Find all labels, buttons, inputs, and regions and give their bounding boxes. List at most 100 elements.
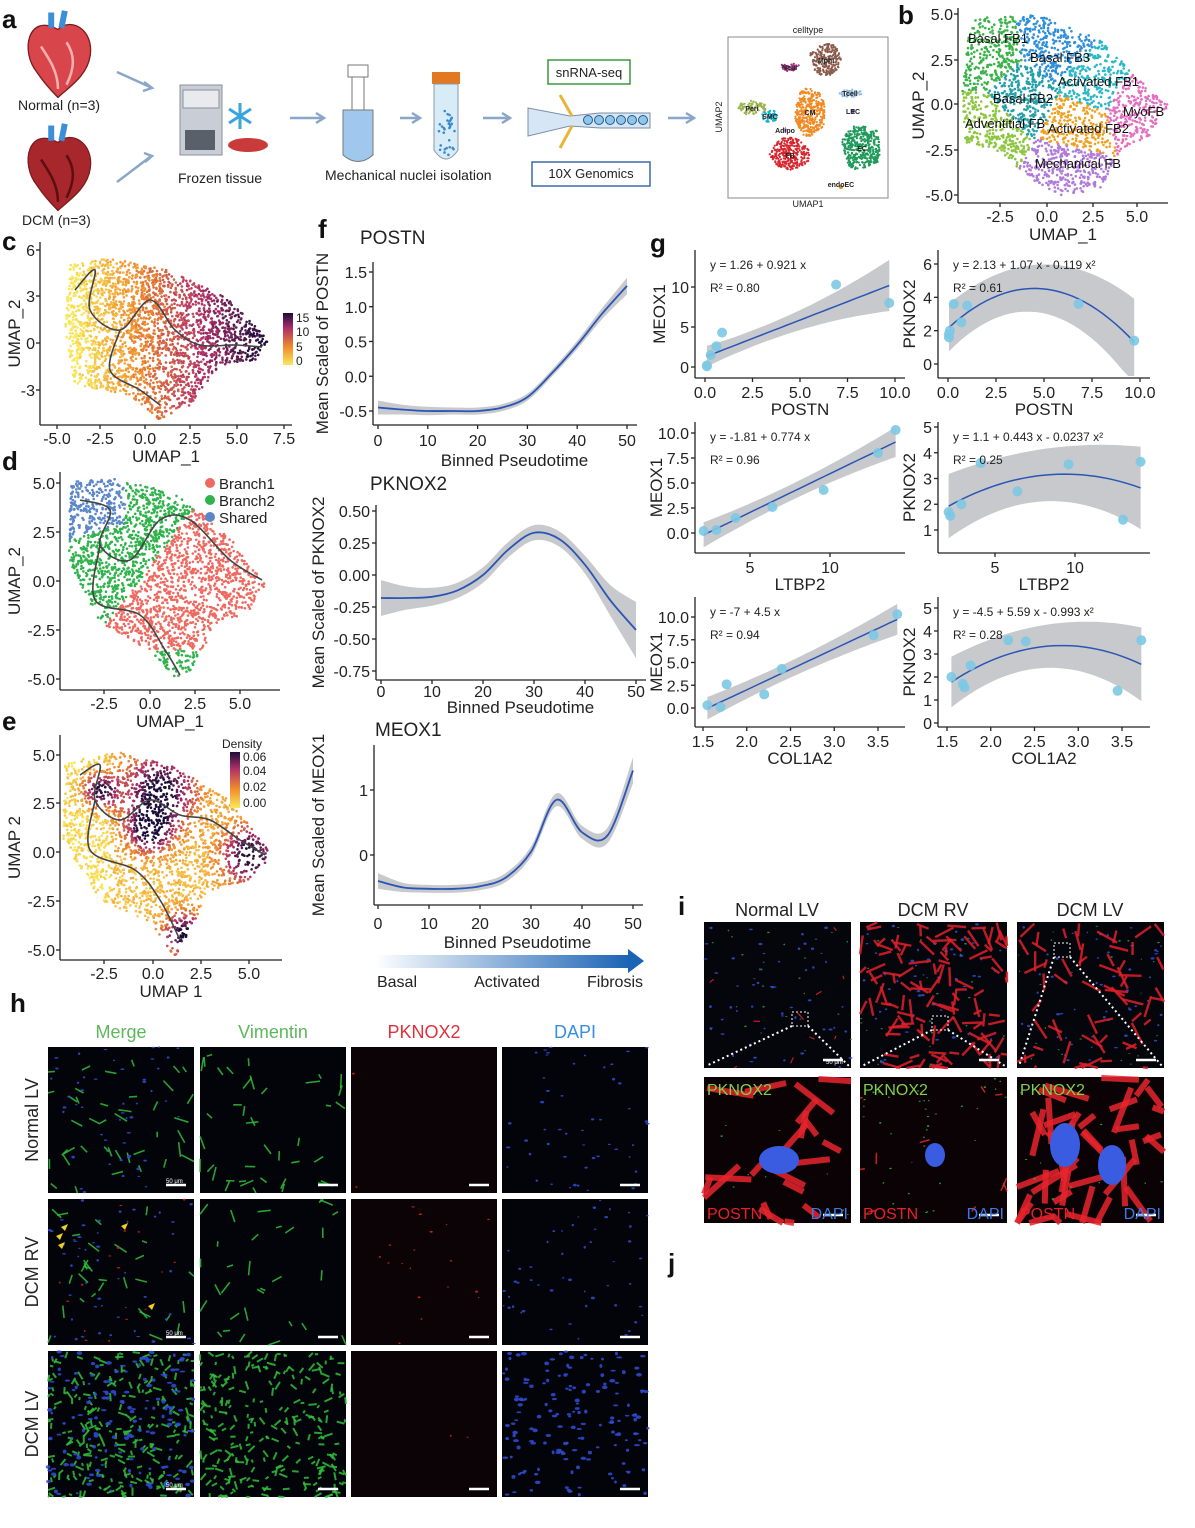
cell-dot bbox=[830, 66, 834, 69]
cell-dot bbox=[1108, 145, 1111, 148]
cell-dot bbox=[1039, 38, 1042, 41]
cell-dot bbox=[811, 118, 815, 121]
cell-dot bbox=[1041, 112, 1044, 116]
cell-dot bbox=[201, 289, 205, 293]
cell-dot bbox=[988, 132, 991, 135]
cell-dot bbox=[977, 79, 980, 82]
cell-dot bbox=[1011, 109, 1015, 112]
cell-dot bbox=[747, 108, 750, 111]
cell-dot bbox=[768, 112, 772, 115]
cell-dot bbox=[1010, 149, 1014, 152]
cell-dot bbox=[867, 133, 870, 136]
cell-dot bbox=[182, 393, 185, 397]
cell-dot bbox=[1008, 143, 1012, 146]
cell-dot bbox=[1070, 30, 1073, 33]
cell-dot bbox=[1019, 64, 1023, 68]
cell-dot bbox=[967, 76, 971, 80]
cell-dot bbox=[122, 318, 126, 322]
cell-dot bbox=[1049, 32, 1052, 36]
cell-dot bbox=[1010, 46, 1014, 49]
cell-dot bbox=[835, 60, 838, 63]
cell-dot bbox=[972, 27, 976, 30]
cell-dot bbox=[178, 319, 181, 322]
cell-dot bbox=[1111, 151, 1115, 155]
cell-dot bbox=[185, 309, 188, 312]
cell-dot bbox=[863, 161, 867, 164]
cell-dot bbox=[1082, 145, 1085, 149]
cell-dot bbox=[1012, 69, 1015, 73]
y-tick-label: -5.0 bbox=[925, 188, 953, 205]
cell-dot bbox=[1017, 79, 1020, 83]
cell-dot bbox=[1061, 189, 1064, 193]
cell-dot bbox=[1031, 72, 1035, 75]
cell-dot bbox=[998, 55, 1002, 58]
cell-dot bbox=[764, 107, 767, 111]
cell-dot bbox=[1107, 107, 1110, 111]
cell-dot bbox=[747, 103, 750, 106]
cell-dot bbox=[981, 66, 985, 70]
cell-dot bbox=[1074, 137, 1078, 140]
cell-dot bbox=[1132, 140, 1135, 143]
cell-dot bbox=[1099, 63, 1102, 66]
cell-dot bbox=[203, 304, 206, 307]
cell-dot bbox=[794, 159, 797, 162]
cell-dot bbox=[843, 89, 846, 92]
cell-dot bbox=[71, 339, 74, 343]
cell-dot bbox=[749, 107, 752, 110]
cell-dot bbox=[169, 380, 172, 384]
cell-dot bbox=[856, 91, 859, 94]
cell-dot bbox=[206, 365, 210, 369]
cell-dot bbox=[803, 117, 806, 120]
cell-dot bbox=[974, 19, 977, 22]
x-tick-label: 2.5 bbox=[1082, 209, 1104, 226]
cell-dot bbox=[822, 68, 825, 71]
cell-dot bbox=[826, 60, 829, 63]
cell-dot bbox=[1049, 66, 1052, 69]
cell-dot bbox=[1080, 39, 1083, 43]
cell-dot bbox=[850, 164, 853, 167]
cell-dot bbox=[795, 111, 798, 114]
cell-dot bbox=[994, 107, 998, 110]
cell-dot bbox=[1019, 164, 1022, 168]
cell-dot bbox=[820, 120, 823, 124]
cell-dot bbox=[797, 104, 801, 107]
cell-dot bbox=[832, 46, 835, 49]
cell-dot bbox=[831, 69, 834, 72]
cell-dot bbox=[1003, 108, 1006, 112]
cell-dot bbox=[786, 166, 789, 169]
cell-dot bbox=[139, 393, 142, 396]
cell-dot bbox=[1078, 176, 1082, 179]
cell-dot bbox=[1148, 99, 1152, 102]
cell-dot bbox=[788, 151, 791, 154]
cell-dot bbox=[85, 359, 88, 363]
cell-dot bbox=[837, 63, 840, 66]
cell-dot bbox=[793, 141, 796, 144]
celltype-umap-ylabel: UMAP2 bbox=[714, 101, 724, 132]
cell-dot bbox=[1117, 138, 1120, 142]
cell-dot bbox=[70, 275, 74, 279]
cluster-Adipo bbox=[783, 128, 787, 132]
cell-dot bbox=[972, 55, 976, 59]
cell-dot bbox=[766, 115, 770, 118]
cell-dot bbox=[800, 108, 803, 111]
cell-dot bbox=[802, 130, 805, 133]
cell-dot bbox=[985, 54, 989, 57]
cell-dot bbox=[77, 308, 80, 312]
cell-dot bbox=[1027, 86, 1030, 90]
cell-dot bbox=[848, 89, 851, 93]
cell-dot bbox=[1139, 94, 1142, 98]
cell-dot bbox=[1085, 140, 1089, 143]
cell-dot bbox=[1088, 44, 1091, 48]
cell-dot bbox=[823, 58, 827, 61]
cell-dot bbox=[96, 292, 100, 295]
cell-dot bbox=[807, 151, 810, 154]
cell-dot bbox=[764, 112, 768, 115]
cell-dot bbox=[1158, 99, 1161, 102]
cell-dot bbox=[792, 156, 795, 160]
cell-dot bbox=[1115, 149, 1118, 152]
cell-dot bbox=[1037, 71, 1040, 74]
cell-dot bbox=[1130, 94, 1134, 98]
nucleus-dot bbox=[438, 148, 442, 152]
cell-dot bbox=[818, 70, 821, 74]
cell-dot bbox=[834, 51, 837, 54]
